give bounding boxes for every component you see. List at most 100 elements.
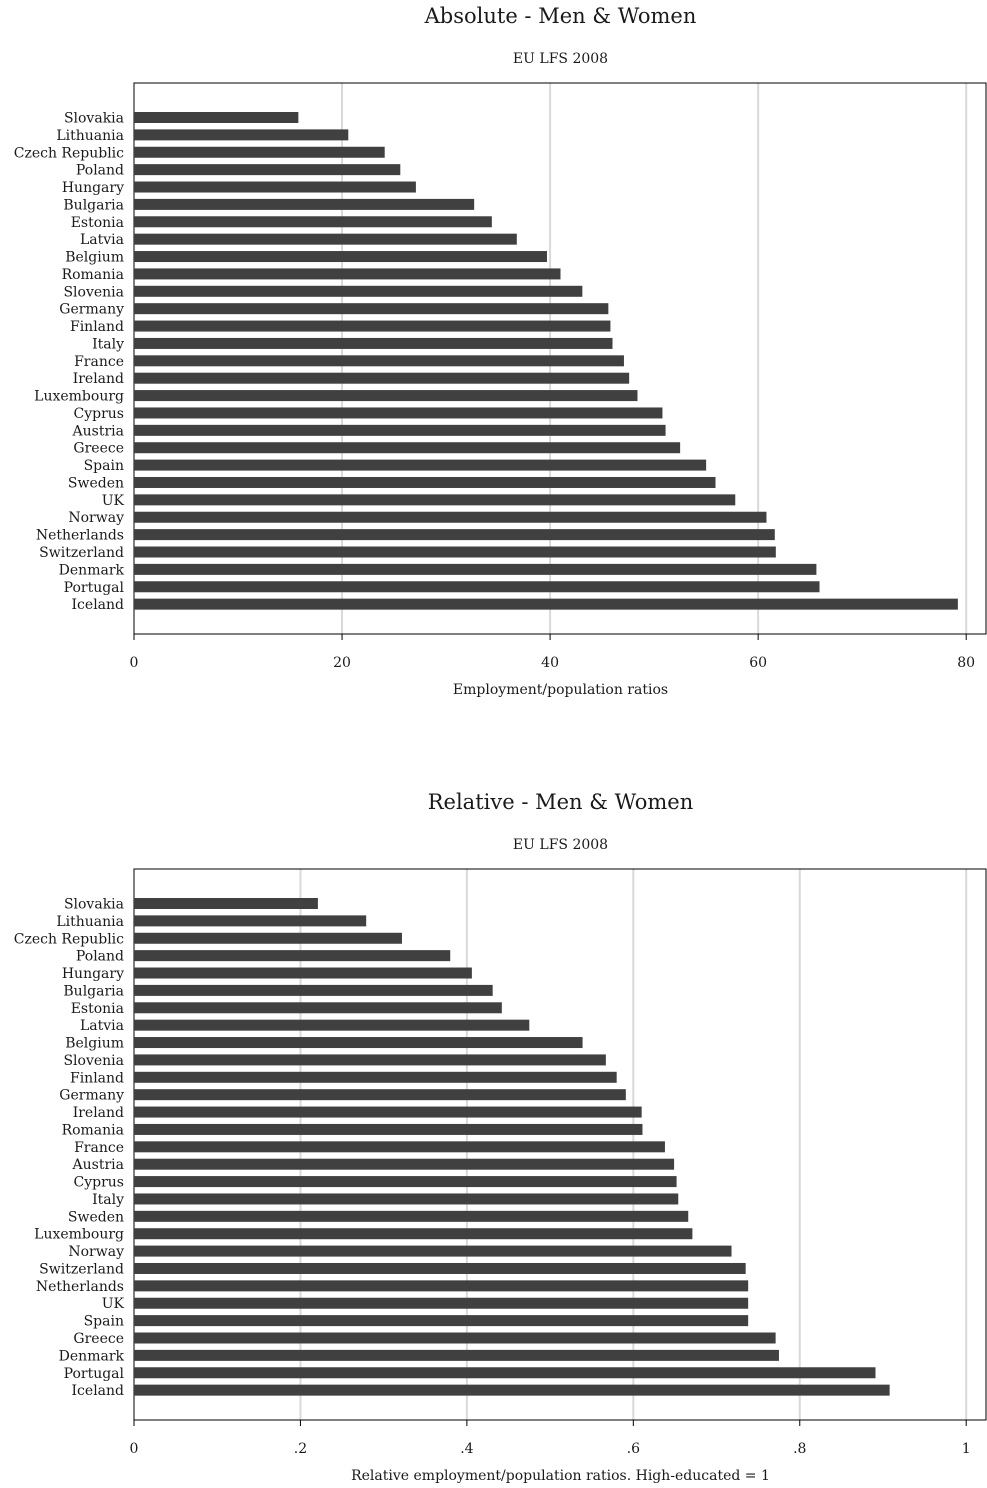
bar-denmark [134, 1349, 779, 1361]
bar-finland [134, 1071, 617, 1083]
bar-switzerland [134, 546, 776, 558]
bar-norway [134, 511, 767, 523]
bar-cyprus [134, 407, 663, 419]
bar-france [134, 355, 624, 367]
category-label: France [74, 1140, 124, 1156]
x-tick-label: 60 [749, 655, 767, 671]
category-label: Finland [70, 319, 124, 335]
category-label: Denmark [59, 1348, 125, 1364]
x-tick-label: 0 [130, 655, 139, 671]
bar-belgium [134, 251, 547, 263]
category-label: Slovenia [63, 1053, 124, 1069]
category-label: Czech Republic [14, 931, 124, 947]
category-label: France [74, 354, 124, 370]
bar-finland [134, 320, 611, 332]
category-label: Cyprus [74, 1175, 124, 1191]
x-tick-label: .4 [460, 1441, 473, 1457]
category-label: Switzerland [39, 1261, 124, 1277]
bar-hungary [134, 967, 472, 979]
bar-germany [134, 303, 609, 315]
category-label: Poland [76, 949, 124, 965]
bar-italy [134, 337, 613, 349]
bar-austria [134, 1158, 675, 1170]
bar-bulgaria [134, 198, 475, 210]
category-label: Denmark [59, 562, 125, 578]
x-axis-label: Employment/population ratios [452, 682, 669, 698]
category-label: Romania [62, 1122, 124, 1138]
category-label: Germany [59, 302, 124, 318]
category-label: Norway [68, 510, 124, 526]
category-label: Poland [76, 163, 124, 179]
bar-slovakia [134, 898, 318, 909]
bar-norway [134, 1245, 732, 1257]
category-label: Hungary [62, 966, 124, 982]
chart-title: Relative - Men & Women [427, 790, 694, 814]
bar-austria [134, 424, 666, 436]
bar-denmark [134, 563, 817, 575]
category-label: Germany [59, 1088, 124, 1104]
category-label: Bulgaria [63, 983, 124, 999]
category-label: Bulgaria [63, 197, 124, 213]
bar-romania [134, 1123, 643, 1135]
bar-uk [134, 494, 736, 506]
category-label: Iceland [72, 597, 124, 613]
x-tick-label: .2 [294, 1441, 307, 1457]
bar-netherlands [134, 1280, 749, 1292]
category-label: Portugal [64, 1366, 125, 1382]
category-label: Austria [72, 1157, 124, 1173]
x-tick-label: 20 [333, 655, 351, 671]
x-tick-label: 40 [541, 655, 559, 671]
bar-belgium [134, 1037, 583, 1049]
bar-ireland [134, 1106, 642, 1118]
category-label: UK [102, 493, 125, 509]
category-label: Romania [62, 267, 124, 283]
bar-czech-republic [134, 932, 402, 944]
category-label: Lithuania [56, 128, 124, 144]
category-label: Switzerland [39, 545, 124, 561]
category-label: Portugal [64, 580, 125, 596]
category-label: Latvia [80, 1018, 124, 1034]
bar-estonia [134, 1002, 502, 1014]
category-label: Iceland [72, 1383, 124, 1399]
category-label: Italy [92, 1192, 124, 1208]
bar-italy [134, 1193, 679, 1205]
category-label: Czech Republic [14, 145, 124, 161]
bar-iceland [134, 1384, 890, 1396]
bar-poland [134, 950, 451, 962]
bar-switzerland [134, 1262, 746, 1274]
bar-greece [134, 442, 681, 454]
bar-romania [134, 268, 561, 280]
bar-luxembourg [134, 1228, 693, 1240]
category-label: Slovenia [63, 284, 124, 300]
bar-netherlands [134, 529, 775, 541]
category-label: Lithuania [56, 914, 124, 930]
bar-cyprus [134, 1176, 677, 1188]
bar-spain [134, 459, 707, 471]
category-label: Luxembourg [34, 389, 124, 405]
category-label: Norway [68, 1244, 124, 1260]
bar-portugal [134, 1367, 876, 1379]
category-label: Spain [84, 1314, 124, 1330]
category-label: Cyprus [74, 406, 124, 422]
category-label: Italy [92, 336, 124, 352]
bar-slovenia [134, 1054, 606, 1066]
category-label: Slovakia [64, 111, 124, 127]
category-label: Estonia [71, 1001, 124, 1017]
bar-uk [134, 1297, 749, 1309]
x-axis-label: Relative employment/population ratios. H… [351, 1468, 770, 1484]
category-label: Sweden [68, 1209, 124, 1225]
chart-subtitle: EU LFS 2008 [512, 51, 609, 67]
bar-hungary [134, 181, 416, 193]
x-tick-label: 0 [130, 1441, 139, 1457]
bar-bulgaria [134, 984, 493, 996]
category-label: Sweden [68, 475, 124, 491]
category-label: Ireland [73, 371, 124, 387]
chart-absolute: Absolute - Men & Women EU LFS 2008 Slova… [14, 4, 987, 698]
category-label: Estonia [71, 215, 124, 231]
bar-portugal [134, 581, 820, 593]
bar-ireland [134, 372, 630, 384]
chart-relative: Relative - Men & Women EU LFS 2008 Slova… [0, 786, 987, 1488]
bar-slovenia [134, 285, 583, 297]
